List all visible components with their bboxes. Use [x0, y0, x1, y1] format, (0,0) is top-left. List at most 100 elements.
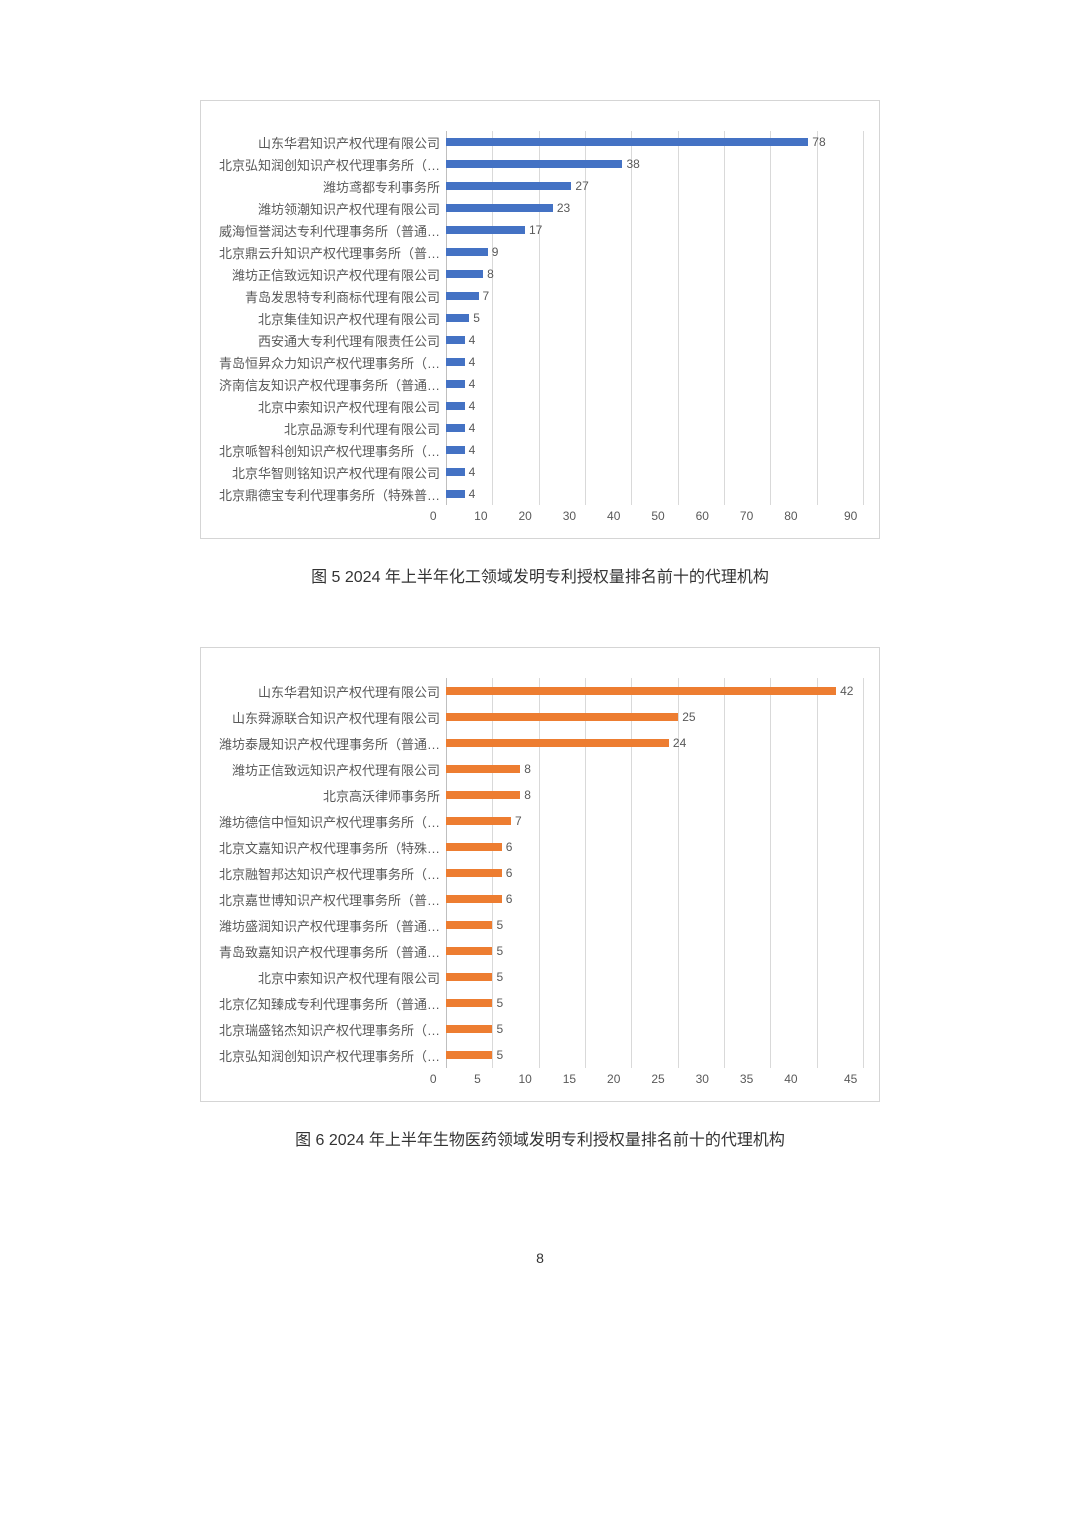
- bar-row: 6: [446, 834, 864, 860]
- bar-value-label: 4: [465, 421, 476, 435]
- bar: [446, 468, 465, 476]
- bar-row: 4: [446, 373, 864, 395]
- category-label: 北京鼎德宝专利代理事务所（特殊普…: [216, 483, 440, 505]
- caption-text: 2024 年上半年生物医药领域发明专利授权量排名前十的代理机构: [329, 1132, 785, 1149]
- bar: [446, 226, 525, 234]
- xtick-label: 0: [430, 1072, 474, 1086]
- bar: [446, 336, 465, 344]
- bar-value-label: 17: [525, 223, 542, 237]
- category-label: 北京文嘉知识产权代理事务所（特殊…: [216, 834, 440, 860]
- category-label: 山东舜源联合知识产权代理有限公司: [216, 704, 440, 730]
- bar-value-label: 5: [492, 1022, 503, 1036]
- bar-value-label: 4: [465, 377, 476, 391]
- bar: [446, 446, 465, 454]
- bar-value-label: 8: [520, 762, 531, 776]
- xtick-label: 45: [844, 1072, 857, 1086]
- bar-value-label: 5: [469, 311, 480, 325]
- bar-value-label: 24: [669, 736, 686, 750]
- bar: [446, 817, 511, 825]
- bar-value-label: 8: [520, 788, 531, 802]
- xtick-label: 15: [563, 1072, 607, 1086]
- bar-row: 5: [446, 912, 864, 938]
- chart-5-bars-area: 7838272317987544444444: [446, 131, 864, 505]
- bar: [446, 713, 678, 721]
- category-label: 北京弘知润创知识产权代理事务所（…: [216, 1042, 440, 1068]
- category-label: 潍坊泰晟知识产权代理事务所（普通…: [216, 730, 440, 756]
- bar-row: 38: [446, 153, 864, 175]
- bar-row: 5: [446, 964, 864, 990]
- chart-5: 山东华君知识产权代理有限公司北京弘知润创知识产权代理事务所（…潍坊鸢都专利事务所…: [200, 100, 880, 587]
- chart-5-bars: 7838272317987544444444: [446, 131, 864, 505]
- caption-prefix: 图 5: [311, 569, 345, 586]
- bar-row: 4: [446, 395, 864, 417]
- bar: [446, 380, 465, 388]
- category-label: 潍坊鸢都专利事务所: [216, 175, 440, 197]
- bar-value-label: 42: [836, 684, 853, 698]
- category-label: 潍坊德信中恒知识产权代理事务所（…: [216, 808, 440, 834]
- chart-6-ylabels: 山东华君知识产权代理有限公司山东舜源联合知识产权代理有限公司潍坊泰晟知识产权代理…: [216, 678, 446, 1068]
- bar-value-label: 5: [492, 918, 503, 932]
- xtick-label: 60: [696, 509, 740, 523]
- chart-6: 山东华君知识产权代理有限公司山东舜源联合知识产权代理有限公司潍坊泰晟知识产权代理…: [200, 647, 880, 1150]
- category-label: 山东华君知识产权代理有限公司: [216, 678, 440, 704]
- xtick-label: 90: [844, 509, 857, 523]
- category-label: 北京亿知臻成专利代理事务所（普通…: [216, 990, 440, 1016]
- category-label: 潍坊领潮知识产权代理有限公司: [216, 197, 440, 219]
- bar-row: 17: [446, 219, 864, 241]
- xtick-label: 50: [651, 509, 695, 523]
- chart-5-ylabels: 山东华君知识产权代理有限公司北京弘知润创知识产权代理事务所（…潍坊鸢都专利事务所…: [216, 131, 446, 505]
- xtick-label: 10: [518, 1072, 562, 1086]
- category-label: 北京鼎云升知识产权代理事务所（普…: [216, 241, 440, 263]
- bar-row: 4: [446, 461, 864, 483]
- xtick-label: 30: [563, 509, 607, 523]
- category-label: 北京中索知识产权代理有限公司: [216, 395, 440, 417]
- bar: [446, 765, 520, 773]
- xtick-label: 70: [740, 509, 784, 523]
- category-label: 青岛致嘉知识产权代理事务所（普通…: [216, 938, 440, 964]
- category-label: 北京集佳知识产权代理有限公司: [216, 307, 440, 329]
- bar-row: 42: [446, 678, 864, 704]
- bar: [446, 248, 488, 256]
- bar-row: 4: [446, 329, 864, 351]
- bar-row: 78: [446, 131, 864, 153]
- bar: [446, 869, 502, 877]
- category-label: 北京品源专利代理有限公司: [216, 417, 440, 439]
- chart-6-xaxis: 051015202530354045: [452, 1072, 864, 1086]
- xtick-label: 20: [607, 1072, 651, 1086]
- xtick-label: 40: [607, 509, 651, 523]
- bar-value-label: 6: [502, 892, 513, 906]
- category-label: 威海恒誉润达专利代理事务所（普通…: [216, 219, 440, 241]
- bar-row: 8: [446, 782, 864, 808]
- bar: [446, 270, 483, 278]
- bar-value-label: 4: [465, 443, 476, 457]
- category-label: 北京弘知润创知识产权代理事务所（…: [216, 153, 440, 175]
- bar: [446, 160, 622, 168]
- bar: [446, 314, 469, 322]
- bar-value-label: 8: [483, 267, 494, 281]
- bar: [446, 999, 492, 1007]
- chart-6-caption: 图 6 2024 年上半年生物医药领域发明专利授权量排名前十的代理机构: [200, 1126, 880, 1150]
- bar-row: 27: [446, 175, 864, 197]
- bar-value-label: 23: [553, 201, 570, 215]
- xtick-label: 35: [740, 1072, 784, 1086]
- bar: [446, 138, 808, 146]
- bar-row: 4: [446, 417, 864, 439]
- chart-5-plot: 山东华君知识产权代理有限公司北京弘知润创知识产权代理事务所（…潍坊鸢都专利事务所…: [216, 131, 864, 505]
- bar: [446, 490, 465, 498]
- xtick-label: 5: [474, 1072, 518, 1086]
- category-label: 西安通大专利代理有限责任公司: [216, 329, 440, 351]
- xtick-label: 40: [784, 1072, 828, 1086]
- chart-5-box: 山东华君知识产权代理有限公司北京弘知润创知识产权代理事务所（…潍坊鸢都专利事务所…: [200, 100, 880, 539]
- bar: [446, 843, 502, 851]
- bar-row: 8: [446, 756, 864, 782]
- xtick-label: 80: [784, 509, 828, 523]
- category-label: 潍坊正信致远知识产权代理有限公司: [216, 756, 440, 782]
- bar-row: 4: [446, 439, 864, 461]
- caption-text: 2024 年上半年化工领域发明专利授权量排名前十的代理机构: [345, 569, 769, 586]
- chart-5-caption: 图 5 2024 年上半年化工领域发明专利授权量排名前十的代理机构: [200, 563, 880, 587]
- category-label: 北京中索知识产权代理有限公司: [216, 964, 440, 990]
- category-label: 潍坊正信致远知识产权代理有限公司: [216, 263, 440, 285]
- category-label: 济南信友知识产权代理事务所（普通…: [216, 373, 440, 395]
- category-label: 青岛发思特专利商标代理有限公司: [216, 285, 440, 307]
- bar: [446, 895, 502, 903]
